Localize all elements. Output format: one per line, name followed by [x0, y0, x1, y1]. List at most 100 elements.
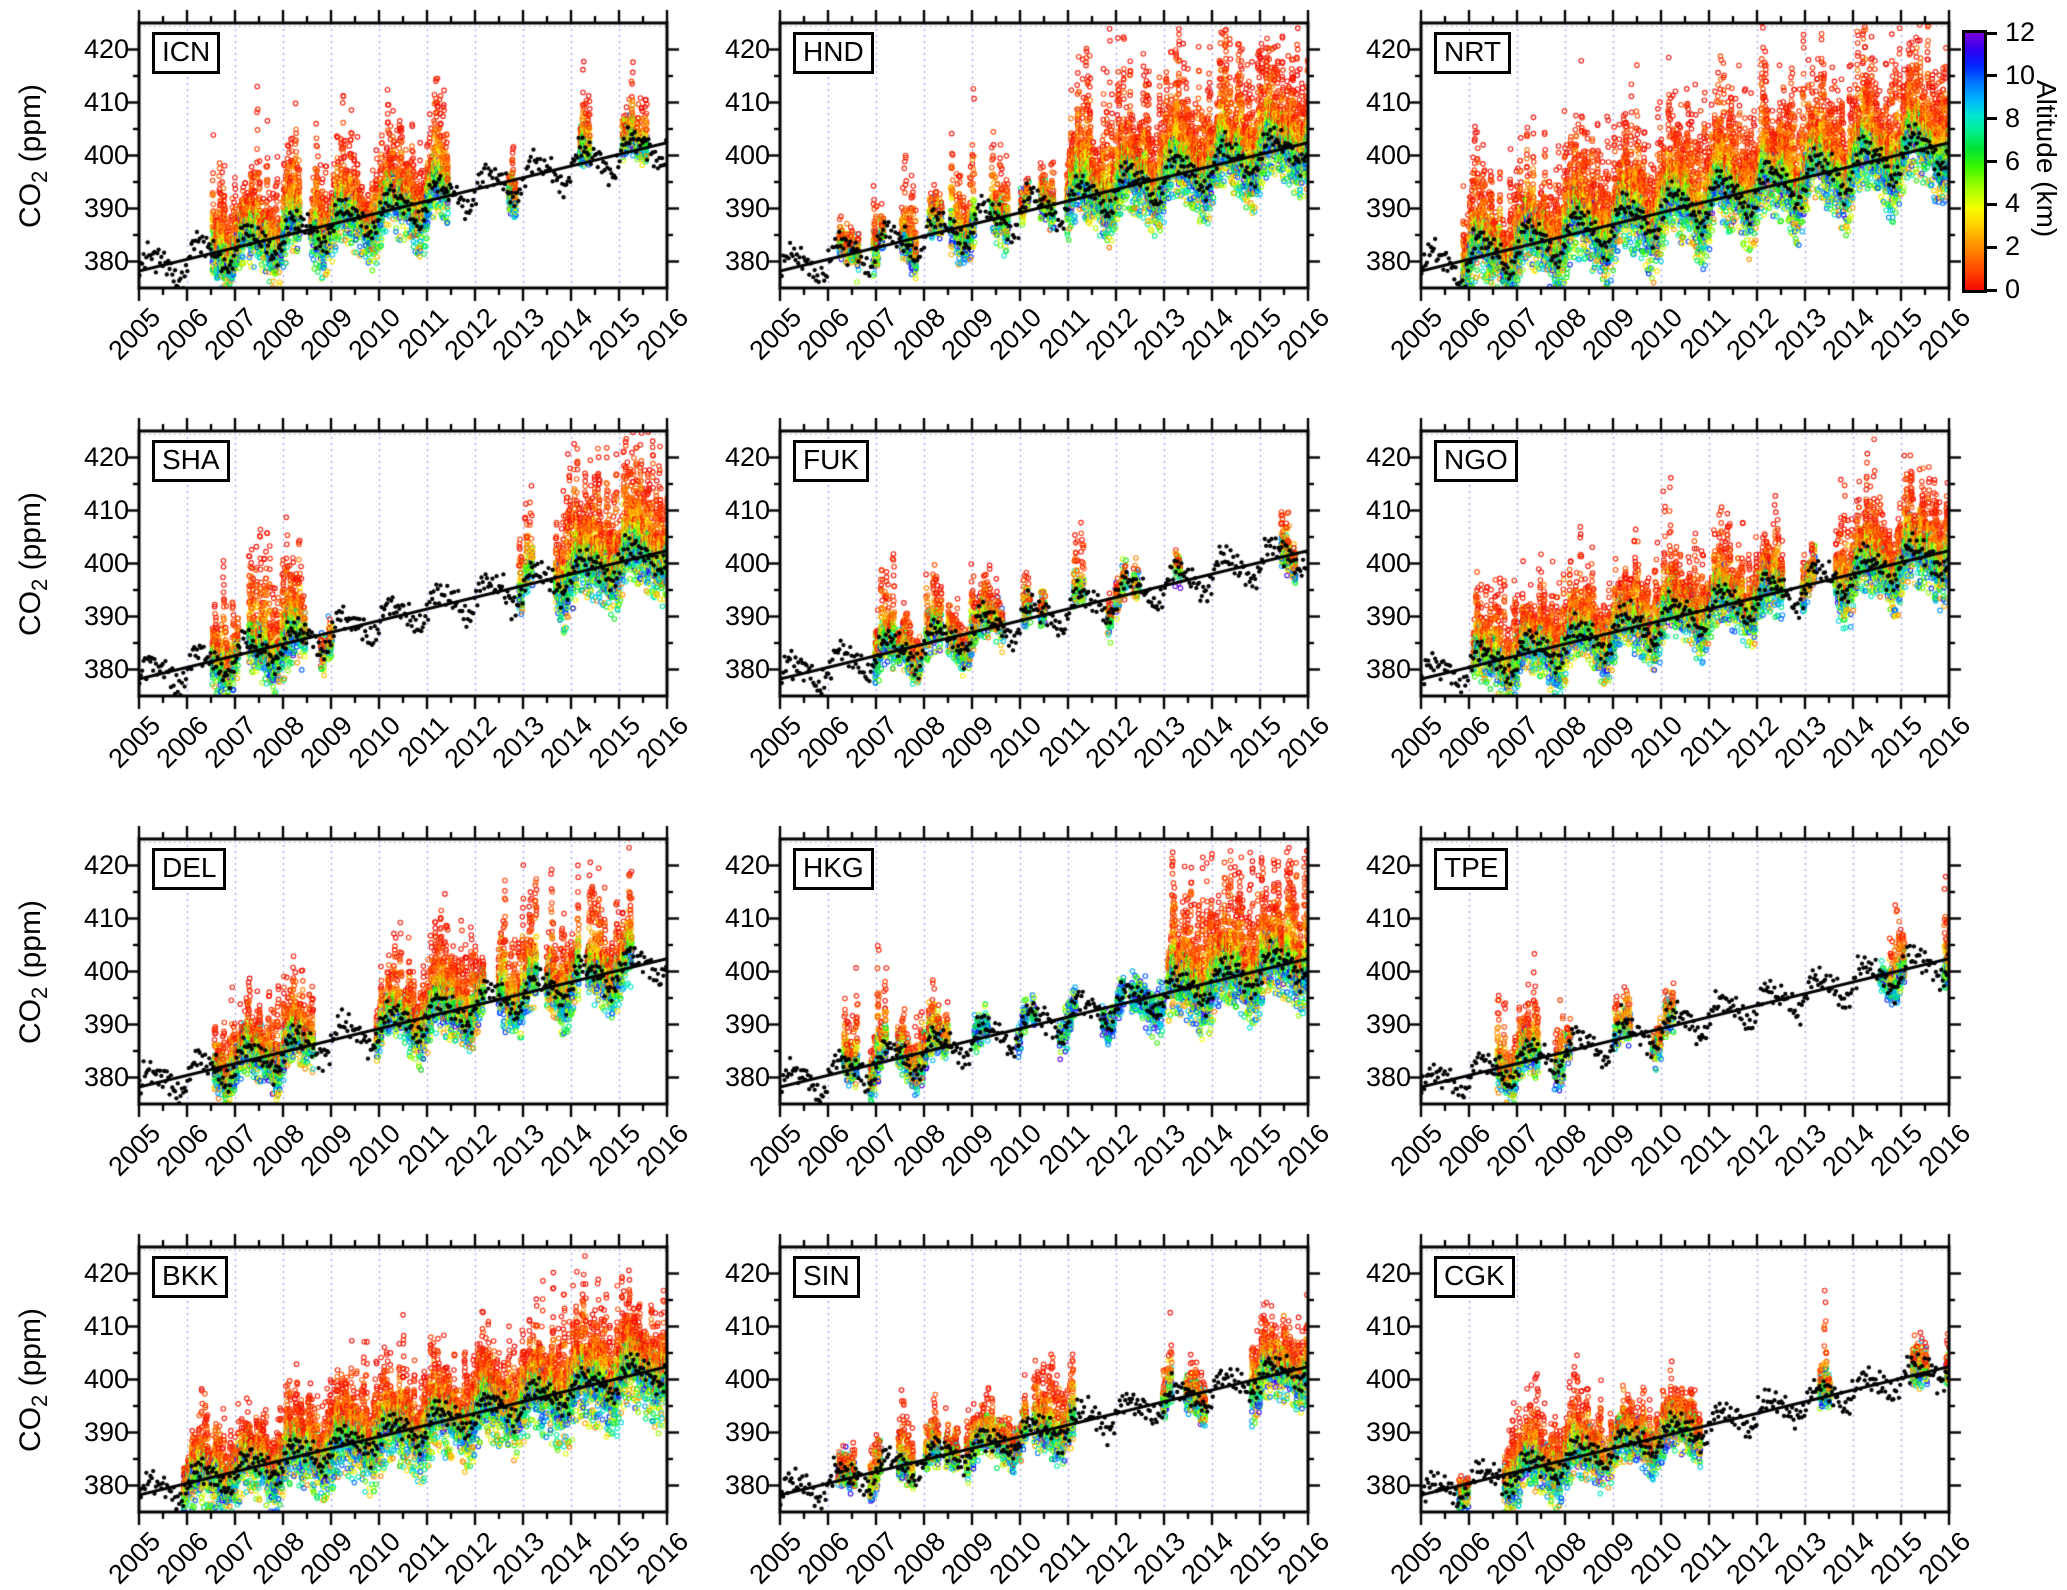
- y-tick-label: 420: [83, 1257, 129, 1288]
- y-tick-label: 380: [1365, 653, 1411, 684]
- y-tick-label: 390: [83, 600, 129, 631]
- colorbar-tick-label: 8: [2005, 102, 2021, 133]
- y-tick-label: 420: [83, 849, 129, 880]
- y-tick-label: 400: [83, 955, 129, 986]
- panel-bkk: BKK: [121, 1229, 685, 1530]
- y-tick-label: 410: [1365, 1310, 1411, 1341]
- y-tick-label: 390: [83, 1416, 129, 1447]
- colorbar-tick: [1987, 160, 1997, 163]
- y-tick-label: 380: [724, 653, 770, 684]
- y-tick-label: 420: [1365, 441, 1411, 472]
- y-tick-label: 410: [83, 1310, 129, 1341]
- y-tick-label: 400: [724, 547, 770, 578]
- y-tick-label: 390: [724, 192, 770, 223]
- colorbar-tick-label: 0: [2005, 274, 2021, 304]
- y-tick-label: 410: [1365, 86, 1411, 117]
- colorbar-tick-label: 4: [2005, 188, 2021, 219]
- panel-nrt: NRT: [1403, 5, 1967, 306]
- y-tick-label: 410: [724, 86, 770, 117]
- y-tick-label: 410: [724, 494, 770, 525]
- y-tick-label: 390: [1365, 600, 1411, 631]
- y-tick-label: 410: [83, 86, 129, 117]
- y-tick-label: 380: [724, 245, 770, 276]
- y-tick-label: 400: [83, 139, 129, 170]
- y-tick-label: 420: [83, 33, 129, 64]
- altitude-colorbar: [1962, 30, 1987, 293]
- y-axis-title-row1: CO2 (ppm): [14, 83, 52, 228]
- colorbar-tick: [1987, 202, 1997, 206]
- y-axis-title-row3: CO2 (ppm): [14, 899, 52, 1044]
- y-tick-label: 400: [724, 139, 770, 170]
- y-tick-label: 420: [83, 441, 129, 472]
- station-badge-del: DEL: [152, 848, 227, 890]
- y-tick-label: 400: [1365, 1363, 1411, 1394]
- y-tick-label: 390: [724, 1008, 770, 1039]
- colorbar-tick: [1987, 288, 1997, 292]
- colorbar-tick-label: 12: [2005, 17, 2036, 47]
- y-tick-label: 380: [724, 1061, 770, 1092]
- panel-hnd: HND: [762, 5, 1326, 306]
- y-tick-label: 420: [724, 441, 770, 472]
- y-tick-label: 420: [724, 33, 770, 64]
- y-tick-label: 420: [724, 849, 770, 880]
- station-badge-cgk: CGK: [1434, 1256, 1515, 1298]
- y-tick-label: 380: [83, 245, 129, 276]
- station-badge-sha: SHA: [152, 440, 230, 482]
- y-tick-label: 390: [1365, 1416, 1411, 1447]
- y-tick-label: 410: [724, 902, 770, 933]
- y-tick-label: 380: [83, 1469, 129, 1500]
- colorbar-tick: [1987, 245, 1997, 249]
- y-tick-label: 410: [1365, 494, 1411, 525]
- y-tick-label: 410: [724, 1310, 770, 1341]
- colorbar-tick-label: 6: [2005, 145, 2021, 176]
- panel-sin: SIN: [762, 1229, 1326, 1530]
- colorbar-title: Altitude (km): [2031, 79, 2062, 238]
- y-tick-label: 390: [1365, 1008, 1411, 1039]
- panel-hkg: HKG: [762, 821, 1326, 1122]
- y-tick-label: 380: [1365, 1469, 1411, 1500]
- station-badge-fuk: FUK: [793, 440, 869, 482]
- y-tick-label: 400: [1365, 955, 1411, 986]
- y-tick-label: 380: [1365, 245, 1411, 276]
- y-tick-label: 390: [83, 192, 129, 223]
- station-badge-bkk: BKK: [152, 1256, 229, 1298]
- y-tick-label: 420: [1365, 1257, 1411, 1288]
- colorbar-tick: [1987, 31, 1997, 35]
- y-tick-label: 420: [1365, 849, 1411, 880]
- panel-fuk: FUK: [762, 413, 1326, 714]
- colorbar-tick: [1987, 74, 1997, 78]
- y-tick-label: 400: [83, 547, 129, 578]
- y-tick-label: 420: [1365, 33, 1411, 64]
- panel-icn: ICN: [121, 5, 685, 306]
- station-badge-sin: SIN: [793, 1256, 860, 1298]
- colorbar-tick-label: 10: [2005, 59, 2036, 90]
- station-badge-tpe: TPE: [1434, 848, 1509, 890]
- y-tick-label: 420: [724, 1257, 770, 1288]
- station-badge-hnd: HND: [793, 32, 874, 74]
- y-tick-label: 380: [724, 1469, 770, 1500]
- y-tick-label: 400: [1365, 547, 1411, 578]
- colorbar-tick: [1987, 117, 1997, 121]
- y-tick-label: 380: [83, 1061, 129, 1092]
- station-badge-nrt: NRT: [1434, 32, 1512, 74]
- colorbar-tick-label: 2: [2005, 231, 2021, 262]
- station-badge-hkg: HKG: [793, 848, 874, 890]
- y-tick-label: 410: [83, 902, 129, 933]
- y-tick-label: 400: [724, 955, 770, 986]
- y-axis-title-row2: CO2 (ppm): [14, 491, 52, 636]
- y-tick-label: 380: [1365, 1061, 1411, 1092]
- y-tick-label: 390: [83, 1008, 129, 1039]
- station-badge-icn: ICN: [152, 32, 221, 74]
- y-tick-label: 390: [1365, 192, 1411, 223]
- station-badge-ngo: NGO: [1434, 440, 1518, 482]
- y-tick-label: 410: [83, 494, 129, 525]
- panel-del: DEL: [121, 821, 685, 1122]
- y-tick-label: 400: [1365, 139, 1411, 170]
- y-tick-label: 400: [83, 1363, 129, 1394]
- panel-tpe: TPE: [1403, 821, 1967, 1122]
- y-tick-label: 410: [1365, 902, 1411, 933]
- y-tick-label: 390: [724, 600, 770, 631]
- y-tick-label: 400: [724, 1363, 770, 1394]
- y-tick-label: 390: [724, 1416, 770, 1447]
